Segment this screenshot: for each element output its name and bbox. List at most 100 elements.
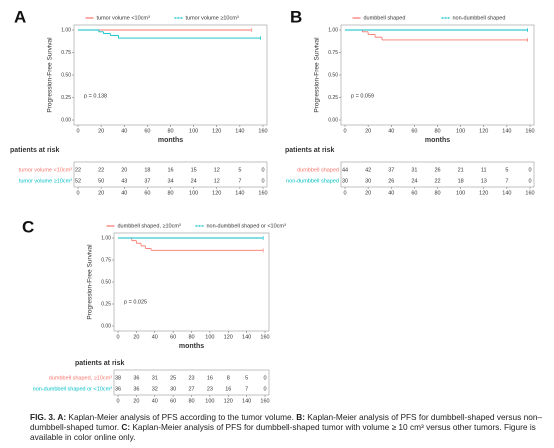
risk-count: 38	[115, 375, 121, 381]
x-tick-label: 80	[167, 128, 173, 134]
risk-x-tick-label: 120	[479, 190, 488, 196]
y-tick-label: 1.00	[101, 235, 111, 241]
risk-x-tick-label: 0	[76, 190, 79, 196]
x-tick-label: 120	[212, 128, 221, 134]
x-tick-label: 0	[343, 128, 346, 134]
caption-part: Kaplan-Meier analysis of PFS for dumbbel…	[30, 422, 536, 442]
legend-label: dumbbell shaped, ≥10cm³	[118, 223, 181, 229]
risk-x-tick-label: 80	[434, 190, 440, 196]
risk-x-tick-label: 40	[388, 190, 394, 196]
x-tick-label: 120	[479, 128, 488, 134]
risk-x-tick-label: 120	[224, 398, 233, 404]
x-tick-label: 60	[170, 334, 176, 340]
y-tick-label: 0.25	[328, 95, 338, 101]
risk-x-tick-label: 40	[152, 398, 158, 404]
risk-count: 30	[170, 386, 176, 392]
risk-x-tick-label: 80	[188, 398, 194, 404]
x-tick-label: 100	[205, 334, 214, 340]
x-tick-label: 160	[260, 334, 269, 340]
figure: A0.000.250.500.751.000020204040606080801…	[10, 7, 535, 404]
risk-count: 0	[528, 167, 531, 173]
risk-count: 11	[481, 167, 487, 173]
risk-x-tick-label: 60	[170, 398, 176, 404]
risk-count: 16	[207, 375, 213, 381]
x-tick-label: 60	[144, 128, 150, 134]
y-tick-label: 0.00	[61, 117, 71, 123]
risk-x-tick-label: 0	[343, 190, 346, 196]
x-tick-label: 40	[121, 128, 127, 134]
risk-count: 23	[207, 386, 213, 392]
legend-label: dumbbell shaped	[364, 15, 406, 21]
risk-x-tick-label: 100	[189, 190, 198, 196]
y-tick-label: 0.75	[328, 50, 338, 56]
risk-x-tick-label: 160	[258, 190, 267, 196]
risk-count: 13	[481, 178, 487, 184]
risk-x-tick-label: 20	[365, 190, 371, 196]
x-tick-label: 40	[152, 334, 158, 340]
annotation: p = 0.138	[84, 93, 107, 99]
panel-label: A	[14, 7, 26, 26]
risk-title: patients at risk	[285, 147, 335, 154]
risk-count: 52	[75, 178, 81, 184]
risk-count: 24	[191, 178, 197, 184]
risk-count: 12	[214, 178, 220, 184]
caption: FIG. 3. A: Kaplan-Meier analysis of PFS …	[30, 412, 545, 442]
risk-count: 25	[170, 375, 176, 381]
risk-count: 42	[365, 167, 371, 173]
x-tick-label: 160	[525, 128, 534, 134]
x-tick-label: 120	[224, 334, 233, 340]
plot-frame	[113, 232, 270, 332]
x-axis-label: months	[158, 137, 183, 144]
risk-title: patients at risk	[10, 147, 60, 154]
risk-x-tick-label: 140	[502, 190, 511, 196]
risk-count: 5	[238, 167, 241, 173]
risk-count: 23	[188, 375, 194, 381]
risk-count: 50	[98, 178, 104, 184]
risk-title: patients at risk	[75, 360, 125, 367]
risk-count: 16	[225, 386, 231, 392]
risk-count: 26	[388, 178, 394, 184]
caption-part: FIG. 3. A:	[30, 412, 67, 422]
risk-count: 36	[133, 375, 139, 381]
y-tick-label: 1.00	[61, 27, 71, 33]
risk-frame	[340, 161, 535, 188]
x-tick-label: 100	[189, 128, 198, 134]
y-tick-label: 1.00	[328, 27, 338, 33]
annotation: p = 0.059	[351, 93, 374, 99]
risk-x-tick-label: 20	[133, 398, 139, 404]
y-tick-label: 0.75	[101, 257, 111, 263]
risk-count: 34	[167, 178, 173, 184]
annotation: p = 0.025	[124, 299, 147, 305]
risk-count: 16	[167, 167, 173, 173]
y-tick-label: 0.00	[101, 323, 111, 329]
caption-part: C:	[121, 422, 131, 432]
x-tick-label: 160	[258, 128, 267, 134]
risk-count: 31	[152, 375, 158, 381]
risk-x-tick-label: 0	[116, 398, 119, 404]
risk-count: 43	[121, 178, 127, 184]
y-axis-label: Progression-Free Survival	[314, 37, 321, 113]
y-axis-label: Progression-Free Survival	[87, 244, 94, 320]
risk-x-tick-label: 140	[235, 190, 244, 196]
risk-count: 27	[188, 386, 194, 392]
risk-count: 5	[245, 375, 248, 381]
x-tick-label: 140	[242, 334, 251, 340]
legend-label: tumor volume <10cm³	[97, 15, 151, 21]
x-tick-label: 140	[502, 128, 511, 134]
risk-count: 12	[214, 167, 220, 173]
risk-row-label: tumor volume <10cm³	[19, 167, 73, 173]
risk-count: 8	[227, 375, 230, 381]
x-tick-label: 60	[411, 128, 417, 134]
panel-label: C	[22, 217, 34, 236]
x-axis-label: months	[425, 137, 450, 144]
legend-label: tumor volume ≥10cm³	[186, 15, 239, 21]
risk-count: 36	[115, 386, 121, 392]
risk-x-tick-label: 120	[212, 190, 221, 196]
y-tick-label: 0.25	[101, 301, 111, 307]
risk-count: 32	[152, 386, 158, 392]
risk-count: 36	[133, 386, 139, 392]
risk-row-label: non-dumbbell shaped or <10cm³	[33, 386, 113, 392]
x-tick-label: 40	[388, 128, 394, 134]
risk-count: 26	[434, 167, 440, 173]
